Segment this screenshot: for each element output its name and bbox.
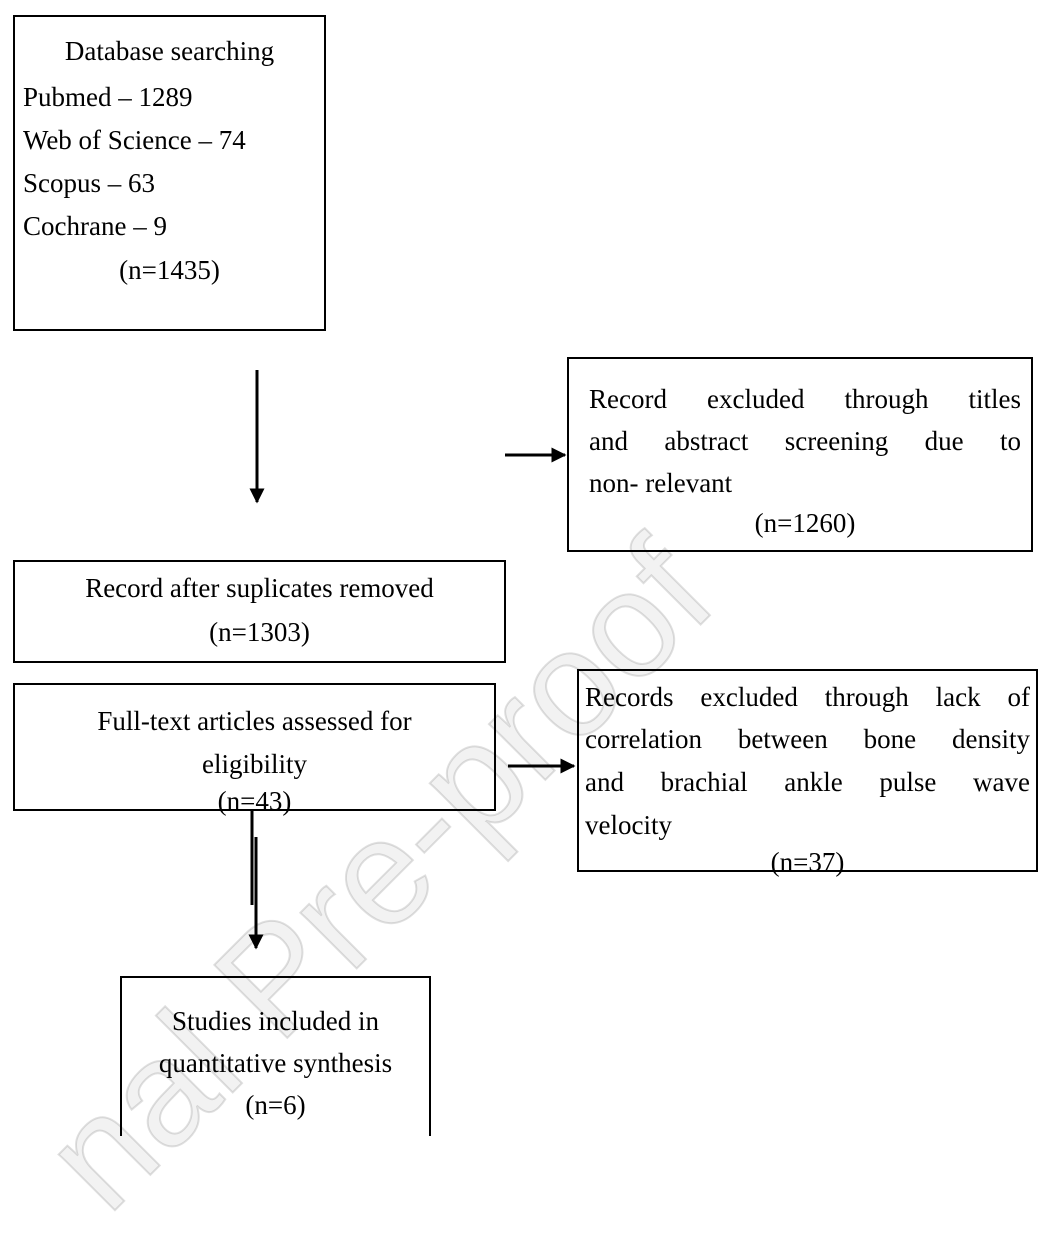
box: Full-text articles assessed for eligibil… <box>13 683 496 816</box>
box-line: Record excluded through titles <box>589 384 1021 414</box>
box-line: Pubmed – 1289 <box>23 82 193 112</box>
box-line: Scopus – 63 <box>23 168 156 198</box>
arrows <box>248 370 576 950</box>
box-line: Cochrane – 9 <box>23 211 167 241</box>
box: Studies included in quantitative synthes… <box>120 976 431 1136</box>
box-line: eligibility <box>202 749 307 779</box>
box-line: velocity <box>585 810 672 840</box>
box: Record after suplicates removed (n=1303) <box>13 560 506 663</box>
box-line: non- relevant <box>589 468 733 498</box>
box-line: quantitative synthesis <box>158 1048 393 1078</box>
box: Record excluded through titles and abstr… <box>567 357 1033 552</box>
box-line: (n=6) <box>245 1090 306 1120</box>
box-line: Database searching <box>64 36 275 66</box>
box-line: Records excluded through lack of <box>585 682 1030 712</box>
box-line: (n=37) <box>770 847 845 877</box>
box-line: (n=1303) <box>209 617 310 647</box>
box-line: (n=1260) <box>754 508 856 538</box>
box-line: Full-text articles assessed for <box>97 706 412 736</box>
box-line: and brachial ankle pulse wave <box>585 767 1030 797</box>
box: Records excluded through lack of correla… <box>577 669 1038 877</box>
box-line: (n=43) <box>217 786 292 816</box>
page: nal Pre-proof Database searching Pubmed … <box>10 15 1038 1242</box>
box-line: Web of Science – 74 <box>23 125 246 155</box>
box-line: (n=1435) <box>119 255 220 285</box>
box-line: Studies included in <box>172 1006 379 1036</box>
box: Database searching Pubmed – 1289 Web of … <box>13 15 326 331</box>
box-line: Record after suplicates removed <box>85 573 434 603</box>
box-line: correlation between bone density <box>585 724 1030 754</box>
box-line: and abstract screening due to <box>589 426 1021 456</box>
